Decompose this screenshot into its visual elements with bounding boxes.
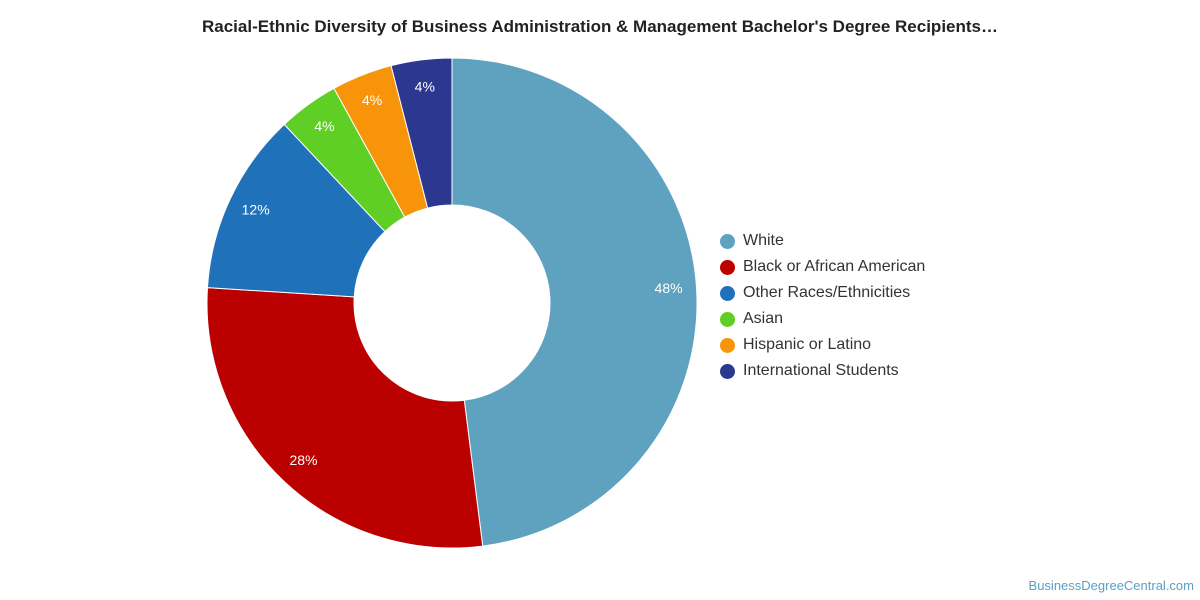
slice-white[interactable] xyxy=(451,57,698,547)
legend-swatch-other-races-ethnicities xyxy=(720,285,735,301)
watermark[interactable]: BusinessDegreeCentral.com xyxy=(1028,578,1194,593)
slice-label-international-students: 4% xyxy=(415,78,435,94)
legend-swatch-asian xyxy=(720,311,735,327)
slice-other-races-ethnicities[interactable] xyxy=(206,123,386,298)
legend: White Black or African American Other Race… xyxy=(720,228,925,384)
slice-label-white: 48% xyxy=(655,280,683,296)
legend-label-white: White xyxy=(743,232,784,249)
slice-label-asian: 4% xyxy=(314,118,334,134)
slice-labels-group: 48% 28% 12% 4% 4% 4% xyxy=(242,78,683,467)
legend-label-hispanic-or-latino: Hispanic or Latino xyxy=(743,336,872,353)
legend-item-other-races-ethnicities[interactable]: Other Races/Ethnicities xyxy=(720,280,925,306)
legend-label-black-or-african-american: Black or African American xyxy=(743,258,926,275)
legend-item-international-students[interactable]: International Students xyxy=(720,358,925,384)
legend-label-asian: Asian xyxy=(743,310,784,327)
slice-international-students[interactable] xyxy=(390,57,453,209)
legend-item-black-or-african-american[interactable]: Black or African American xyxy=(720,254,925,280)
legend-swatch-black-or-african-american xyxy=(720,259,735,275)
legend-item-asian[interactable]: Asian xyxy=(720,306,925,332)
legend-item-white[interactable]: White xyxy=(720,228,925,254)
legend-item-hispanic-or-latino[interactable]: Hispanic or Latino xyxy=(720,332,925,358)
slices-group xyxy=(206,57,698,549)
chart-title: Racial-Ethnic Diversity of Business Admi… xyxy=(201,17,998,36)
legend-label-international-students: International Students xyxy=(743,362,899,379)
legend-swatch-white xyxy=(720,233,735,249)
legend-label-other-races-ethnicities: Other Races/Ethnicities xyxy=(743,284,911,301)
legend-swatch-hispanic-or-latino xyxy=(720,337,735,353)
slice-label-hispanic-or-latino: 4% xyxy=(362,92,382,108)
slice-black-or-african-american[interactable] xyxy=(206,287,484,549)
slice-label-black-or-african-american: 28% xyxy=(289,452,317,468)
legend-swatch-international-students xyxy=(720,363,735,379)
slice-label-other-races-ethnicities: 12% xyxy=(242,201,270,217)
